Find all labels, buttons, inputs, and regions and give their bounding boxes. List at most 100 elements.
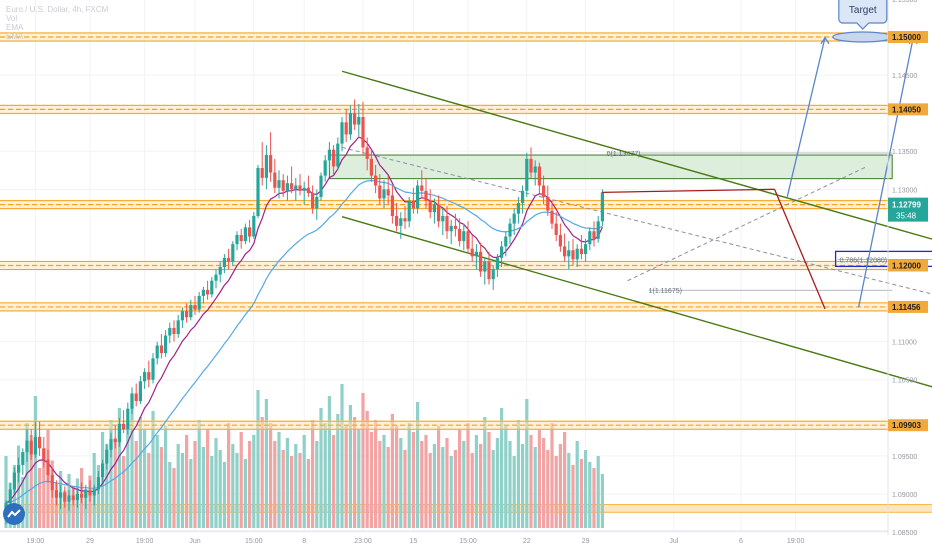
candle-body <box>42 448 46 460</box>
price-tag-label: 1.15000 <box>892 33 921 42</box>
price-axis-label: 1.08500 <box>892 530 917 537</box>
price-tag-label: 1.09903 <box>892 421 921 430</box>
candle-body <box>197 295 201 310</box>
volume-bar <box>529 435 533 528</box>
candle-body <box>336 143 340 167</box>
indicator-ema-1: EMA <box>6 23 24 32</box>
volume-bar <box>462 441 466 528</box>
volume-bar <box>96 465 100 528</box>
candle-body <box>584 244 588 255</box>
volume-bar <box>474 435 478 528</box>
candle-body <box>206 289 210 295</box>
volume-bar <box>25 423 29 528</box>
candle-body <box>395 215 399 226</box>
candle-body <box>227 257 231 262</box>
volume-bar <box>151 411 155 528</box>
volume-bar <box>592 468 596 528</box>
candle-body <box>143 372 147 382</box>
fib-label: 0(1.13477) <box>607 151 641 158</box>
candle-body <box>332 149 336 167</box>
volume-bar <box>21 477 25 528</box>
volume-bar <box>71 486 75 528</box>
candle-body <box>252 215 256 237</box>
volume-bar <box>571 465 575 528</box>
candle-body <box>567 250 571 257</box>
volume-bar <box>294 444 298 528</box>
candle-body <box>378 185 382 199</box>
candle-body <box>596 221 600 239</box>
target-bubble <box>838 0 888 30</box>
channel-upper-line <box>341 70 932 240</box>
tradingview-logo-icon[interactable] <box>3 503 25 525</box>
time-axis-label: 15 <box>410 538 418 545</box>
volume-bar <box>357 429 361 528</box>
volume-bar <box>168 462 172 528</box>
volume-bar <box>596 456 600 528</box>
volume-bar <box>390 414 394 528</box>
volume-bar <box>432 444 436 528</box>
time-axis-label: Jul <box>669 538 678 545</box>
candle-body <box>59 492 63 498</box>
volume-bar <box>12 465 16 528</box>
candle-body <box>445 215 449 232</box>
candle-body <box>474 251 478 257</box>
volume-bar <box>42 450 46 528</box>
volume-bar <box>88 475 92 528</box>
candle-body <box>399 218 403 226</box>
candle-body <box>201 289 205 296</box>
candle-body <box>46 459 50 475</box>
volume-bar <box>189 459 193 528</box>
candle-body <box>424 190 428 201</box>
indicator-ema-2: EMA <box>6 32 24 41</box>
channel-lower-line <box>341 216 932 388</box>
volume-bar <box>273 441 277 528</box>
candle-body <box>71 495 75 501</box>
fib-box <box>834 250 932 268</box>
price-tag-bg <box>888 300 928 313</box>
volume-bar <box>256 390 260 528</box>
candle-body <box>8 489 12 504</box>
candle-body <box>134 393 138 402</box>
candle-body <box>17 465 21 473</box>
candle-body <box>239 235 243 242</box>
volume-bar <box>554 456 558 528</box>
volume-bar <box>420 441 424 528</box>
volume-bar <box>239 432 243 528</box>
volume-bar <box>495 438 499 528</box>
candle-body <box>235 235 239 245</box>
candle-body <box>147 372 151 380</box>
time-axis-label: 22 <box>523 538 531 545</box>
volume-bar <box>159 447 163 528</box>
volume-bar <box>411 432 415 528</box>
volume-bar <box>180 453 184 528</box>
volume-bar <box>386 447 390 528</box>
candle-body <box>361 116 365 148</box>
time-axis-label: 29 <box>582 538 590 545</box>
candle-body <box>180 311 184 321</box>
candle-body <box>327 149 331 161</box>
candle-body <box>420 185 424 191</box>
candle-body <box>168 327 172 336</box>
candle-body <box>218 267 222 275</box>
volume-bar <box>109 420 113 528</box>
volume-bar <box>206 429 210 528</box>
price-axis-label: 1.11000 <box>892 340 917 347</box>
volume-bar <box>378 441 382 528</box>
time-axis-label: Jun <box>189 538 200 545</box>
volume-bar <box>54 483 58 528</box>
candle-body <box>264 155 268 178</box>
candle-body <box>428 200 432 213</box>
candle-body <box>50 474 54 491</box>
candle-body <box>575 248 579 260</box>
candle-body <box>38 436 42 449</box>
volume-bar <box>399 438 403 528</box>
volume-bar <box>260 417 264 528</box>
candle-body <box>407 200 411 222</box>
candle-body <box>588 231 592 245</box>
candle-body <box>285 183 289 191</box>
candle-body <box>88 490 92 496</box>
candle-body <box>210 280 214 295</box>
candle-body <box>500 246 504 258</box>
